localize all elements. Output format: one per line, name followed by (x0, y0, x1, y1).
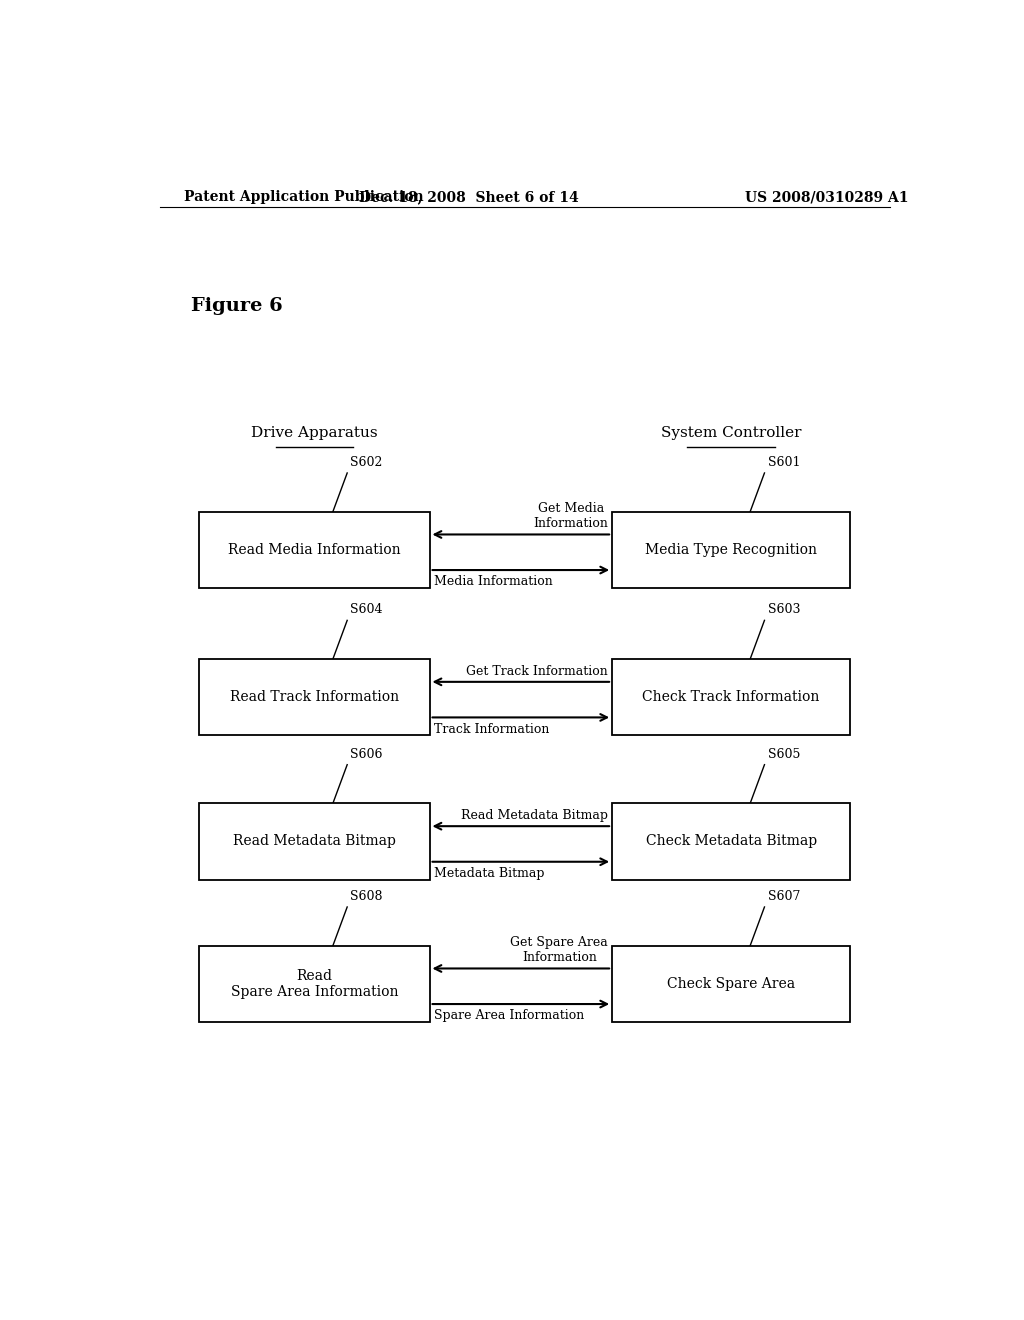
Text: Media Type Recognition: Media Type Recognition (645, 543, 817, 557)
Text: Metadata Bitmap: Metadata Bitmap (433, 867, 544, 880)
Text: Read Metadata Bitmap: Read Metadata Bitmap (461, 809, 608, 822)
Bar (200, 512, 430, 587)
Text: Track Information: Track Information (433, 722, 549, 735)
Bar (200, 945, 430, 1022)
Bar (612, 659, 850, 735)
Text: Media Information: Media Information (433, 576, 552, 589)
Text: US 2008/0310289 A1: US 2008/0310289 A1 (744, 190, 908, 205)
Text: Read Media Information: Read Media Information (228, 543, 400, 557)
Text: Spare Area Information: Spare Area Information (433, 1008, 584, 1022)
Bar (612, 804, 850, 879)
Text: Dec. 18, 2008  Sheet 6 of 14: Dec. 18, 2008 Sheet 6 of 14 (359, 190, 580, 205)
Text: S607: S607 (768, 890, 800, 903)
Bar (612, 945, 850, 1022)
Text: Check Track Information: Check Track Information (642, 690, 820, 704)
Text: Check Metadata Bitmap: Check Metadata Bitmap (645, 834, 817, 849)
Text: S604: S604 (350, 603, 383, 616)
Bar (200, 659, 430, 735)
Bar (200, 804, 430, 879)
Text: Drive Apparatus: Drive Apparatus (251, 426, 378, 440)
Text: S605: S605 (768, 747, 800, 760)
Text: Get Media
Information: Get Media Information (534, 503, 608, 531)
Text: Patent Application Publication: Patent Application Publication (183, 190, 423, 205)
Text: S606: S606 (350, 747, 383, 760)
Text: S603: S603 (768, 603, 800, 616)
Bar (612, 512, 850, 587)
Text: Check Spare Area: Check Spare Area (667, 977, 796, 991)
Text: S608: S608 (350, 890, 383, 903)
Text: Read Metadata Bitmap: Read Metadata Bitmap (233, 834, 396, 849)
Text: Get Track Information: Get Track Information (466, 665, 608, 677)
Text: Get Spare Area
Information: Get Spare Area Information (510, 936, 608, 965)
Text: S602: S602 (350, 455, 383, 469)
Text: Read
Spare Area Information: Read Spare Area Information (230, 969, 398, 999)
Text: S601: S601 (768, 455, 800, 469)
Text: System Controller: System Controller (660, 426, 802, 440)
Text: Figure 6: Figure 6 (191, 297, 284, 314)
Text: Read Track Information: Read Track Information (230, 690, 399, 704)
